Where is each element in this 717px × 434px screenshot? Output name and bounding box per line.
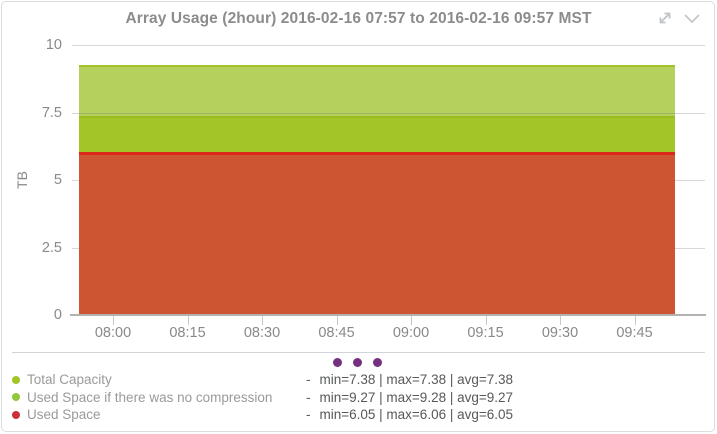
x-tick-label: 09:45 xyxy=(616,325,653,341)
series-color-dot-icon xyxy=(12,375,20,384)
legend-row[interactable]: Total Capacity - min=7.38 | max=7.38 | avg… xyxy=(10,371,709,389)
page-title: Array Usage (2hour) 2016-02-16 07:57 to … xyxy=(125,10,592,27)
x-tick xyxy=(113,316,114,325)
y-tick-label: 5 xyxy=(53,172,62,188)
x-tick xyxy=(560,316,561,325)
x-tick xyxy=(411,316,412,325)
legend-row[interactable]: Used Space - min=6.05 | max=6.06 | avg=6.0… xyxy=(10,406,709,424)
y-tick-label: 10 xyxy=(45,37,62,53)
legend-series-name: Used Space xyxy=(27,407,101,423)
legend-stats-dash: - xyxy=(306,407,311,423)
legend-series-name: Used Space if there was no compression xyxy=(27,389,273,405)
x-tick xyxy=(485,316,487,325)
legend-stats-dash: - xyxy=(306,389,311,405)
y-axis-unit-label: TB xyxy=(14,171,30,189)
chart-legend: Total Capacity - min=7.38 | max=7.38 | avg… xyxy=(10,371,709,424)
carousel-page-dot[interactable] xyxy=(373,358,382,367)
series-color-dot-icon xyxy=(12,393,20,402)
legend-min-max-avg: min=7.38 | max=7.38 | avg=7.38 xyxy=(319,372,514,388)
x-tick xyxy=(634,316,636,325)
x-tick xyxy=(336,316,338,325)
legend-label: Used Space if there was no compression xyxy=(10,390,300,405)
legend-stats-dash: - xyxy=(306,372,311,388)
expand-icon[interactable] xyxy=(656,9,674,27)
gridline-through-fill xyxy=(79,113,675,114)
area-series-used-space xyxy=(79,152,675,315)
x-tick xyxy=(262,316,263,325)
legend-row[interactable]: Used Space if there was no compression - m… xyxy=(10,389,709,407)
legend-separator xyxy=(12,352,705,353)
x-tick-label: 08:45 xyxy=(318,325,355,341)
legend-label: Total Capacity xyxy=(10,372,300,387)
legend-label: Used Space xyxy=(10,407,300,422)
carousel-page-dot[interactable] xyxy=(353,358,362,367)
legend-series-stats: - min=9.27 | max=9.28 | avg=9.27 xyxy=(300,390,709,405)
y-tick-label: 2.5 xyxy=(41,240,62,256)
legend-min-max-avg: min=9.27 | max=9.28 | avg=9.27 xyxy=(319,389,514,405)
legend-min-max-avg: min=6.05 | max=6.06 | avg=6.05 xyxy=(319,407,514,423)
x-tick-label: 08:30 xyxy=(243,325,281,341)
series-color-dot-icon xyxy=(12,410,20,419)
carousel-dots xyxy=(0,357,717,367)
carousel-page-dot[interactable] xyxy=(333,358,342,367)
x-tick-label: 09:15 xyxy=(467,325,504,341)
x-tick-label: 08:15 xyxy=(169,325,206,341)
legend-series-name: Total Capacity xyxy=(27,372,112,388)
x-tick-label: 08:00 xyxy=(94,325,132,341)
x-tick-label: 09:00 xyxy=(392,325,430,341)
y-tick-label: 7.5 xyxy=(41,105,62,121)
legend-series-stats: - min=7.38 | max=7.38 | avg=7.38 xyxy=(300,372,709,387)
x-tick xyxy=(187,316,189,325)
legend-series-stats: - min=6.05 | max=6.06 | avg=6.05 xyxy=(300,407,709,422)
chevron-down-icon[interactable] xyxy=(681,9,703,27)
x-tick-label: 09:30 xyxy=(541,325,579,341)
y-gridline xyxy=(72,45,705,46)
x-axis-line xyxy=(70,314,706,316)
y-tick-label: 0 xyxy=(53,307,62,323)
